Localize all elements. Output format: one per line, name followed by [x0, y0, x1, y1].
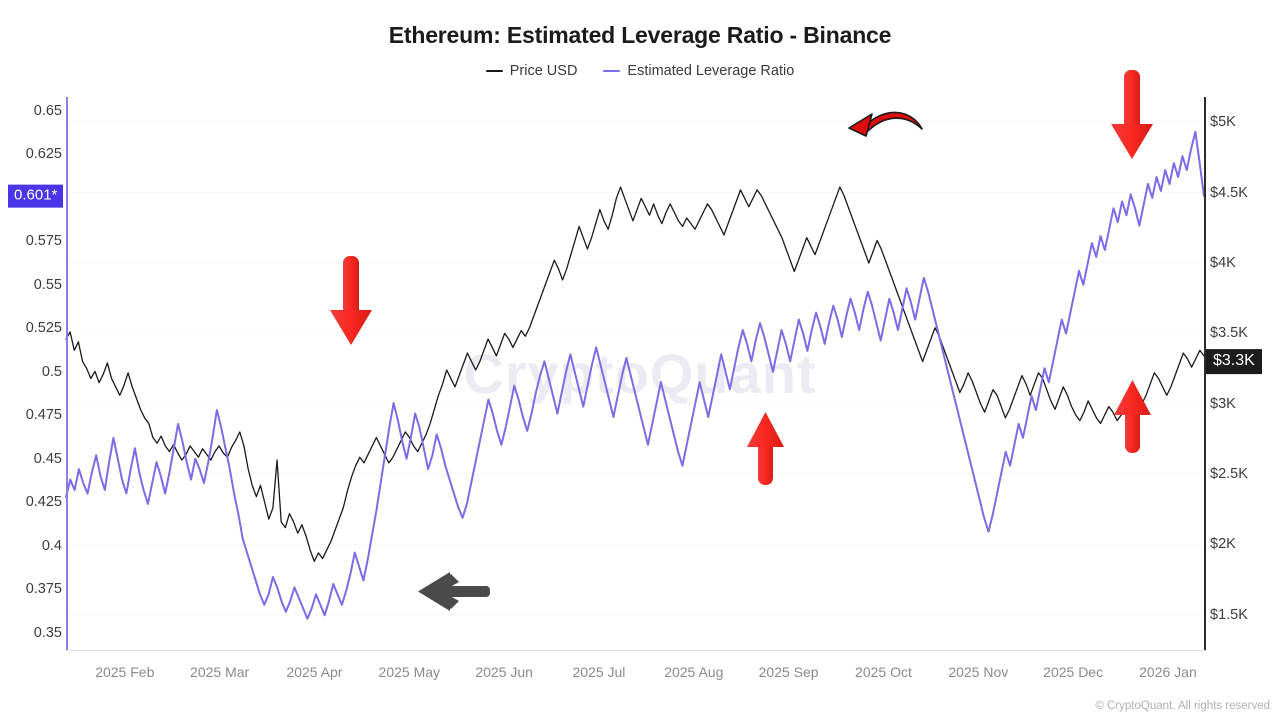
y-axis-right-tick: $4.5K: [1210, 184, 1248, 201]
legend-label-price-usd: Price USD: [509, 63, 578, 79]
x-axis-tick: 2025 Oct: [855, 664, 912, 680]
y-axis-right-tick: $2.5K: [1210, 466, 1248, 483]
legend-item-price-usd[interactable]: Price USD: [485, 63, 578, 79]
y-axis-left-tick: 0.55: [33, 276, 62, 293]
y-axis-left-tick: 0.425: [25, 494, 62, 511]
gridlines: [66, 121, 1204, 616]
x-axis-tick: 2026 Jan: [1139, 664, 1197, 680]
x-axis-tick: 2025 Jun: [475, 664, 533, 680]
x-axis-tick: 2025 Jul: [572, 664, 626, 680]
legend-swatch-estimated-leverage-ratio: [603, 70, 621, 72]
y-axis-left-tick: 0.525: [25, 320, 62, 337]
y-axis-right-tick: $4K: [1210, 255, 1236, 272]
x-axis-tick: 2025 Mar: [190, 664, 250, 680]
y-axis-left-tick: 0.5: [41, 363, 62, 380]
plot-svg: [65, 121, 1205, 620]
y-axis-right-tick: $2K: [1210, 536, 1236, 553]
series-line-price-usd: [65, 186, 1205, 562]
y-axis-left-spine: [66, 97, 68, 650]
x-axis-tick: 2025 Feb: [95, 664, 155, 680]
series-line-estimated-leverage-ratio: [65, 130, 1205, 620]
chart-title: Ethereum: Estimated Leverage Ratio - Bin…: [388, 22, 892, 48]
y-axis-right: $5K $4.5K $4K $3.5K $3K $2.5K $2K $1.5K: [1210, 0, 1280, 720]
y-axis-left: 0.650.6250.60.5750.550.5250.50.4750.450.…: [0, 0, 62, 720]
y-axis-left-tick: 0.4: [41, 537, 62, 554]
legend-swatch-price-usd: [485, 70, 503, 72]
y-axis-left-tick: 0.625: [25, 146, 62, 163]
right-value-badge: $3.3K: [1206, 348, 1262, 375]
y-axis-right-spine: [1204, 97, 1206, 650]
x-axis-tick: 2025 Sep: [758, 664, 819, 680]
y-axis-right-tick: $1.5K: [1210, 606, 1248, 623]
y-axis-left-tick: 0.375: [25, 581, 62, 598]
x-axis-tick: 2025 Nov: [948, 664, 1009, 680]
legend-item-estimated-leverage-ratio[interactable]: Estimated Leverage Ratio: [603, 63, 794, 79]
y-axis-left-tick: 0.45: [33, 450, 62, 467]
left-value-badge: 0.601*: [8, 184, 64, 208]
y-axis-left-tick: 0.475: [25, 407, 62, 424]
x-axis-tick: 2025 Apr: [286, 664, 343, 680]
plot-area: [65, 97, 1205, 650]
y-axis-left-tick: 0.65: [33, 102, 62, 119]
y-axis-right-tick: $3.5K: [1210, 325, 1248, 342]
footer-credit: © CryptoQuant. All rights reserved: [1095, 700, 1270, 712]
y-axis-left-tick: 0.575: [25, 233, 62, 250]
legend-label-estimated-leverage-ratio: Estimated Leverage Ratio: [627, 63, 795, 79]
x-axis-spine: [66, 650, 1206, 651]
x-axis-tick: 2025 May: [378, 664, 441, 680]
chart-legend: Price USD Estimated Leverage Ratio: [0, 63, 1280, 79]
x-axis-tick: 2025 Dec: [1043, 664, 1104, 680]
y-axis-right-tick: $3K: [1210, 395, 1236, 412]
x-axis-tick: 2025 Aug: [664, 664, 724, 680]
y-axis-right-tick: $5K: [1210, 114, 1236, 131]
y-axis-left-tick: 0.35: [33, 624, 62, 641]
